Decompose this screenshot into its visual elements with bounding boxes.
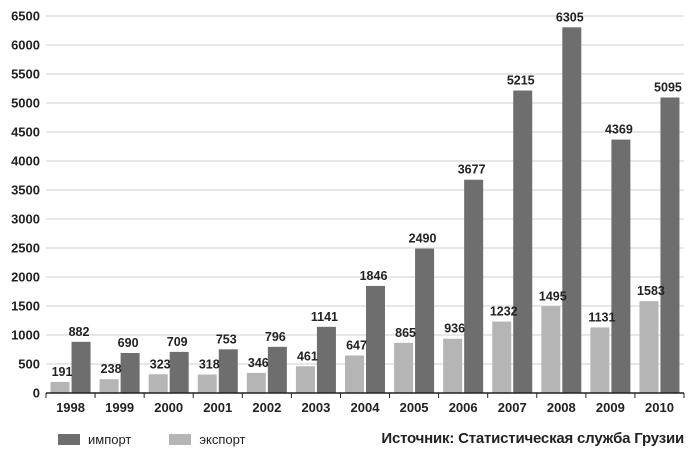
- data-label-import: 753: [216, 332, 237, 346]
- x-tick-label: 2008: [547, 400, 576, 415]
- data-label-export: 1131: [588, 310, 615, 324]
- y-tick-label: 3500: [11, 183, 40, 198]
- x-tick-label: 2002: [252, 400, 281, 415]
- x-tick-label: 1999: [105, 400, 134, 415]
- bar-import: [562, 27, 582, 394]
- y-tick-label: 6500: [11, 9, 40, 24]
- data-label-import: 709: [167, 335, 188, 349]
- bar-import: [71, 341, 91, 393]
- bar-import: [218, 349, 238, 393]
- bar-import: [120, 352, 140, 393]
- legend-label-export: экспорт: [199, 432, 246, 447]
- data-label-export: 647: [346, 338, 367, 352]
- data-label-import: 2490: [409, 232, 437, 246]
- legend: импорт экспорт: [58, 432, 284, 447]
- x-tick-label: 2010: [645, 400, 674, 415]
- bar-export: [590, 327, 610, 393]
- legend-item-export: экспорт: [169, 432, 246, 447]
- bar-export: [492, 321, 512, 393]
- data-label-import: 3677: [458, 163, 486, 177]
- x-tick-label: 2004: [351, 400, 381, 415]
- data-label-import: 5215: [507, 74, 535, 88]
- x-axis-ticks: 1998 1999 2000 2001 2002 2003 2004 2005 2006 2007…: [45, 393, 685, 415]
- y-tick-label: 4000: [11, 154, 40, 169]
- bar-import: [316, 326, 336, 393]
- y-tick-label: 6000: [11, 38, 40, 53]
- bar-export: [443, 338, 463, 393]
- data-label-export: 323: [150, 357, 171, 371]
- data-label-import: 1141: [311, 310, 338, 324]
- x-tick-label: 2006: [449, 400, 478, 415]
- data-label-import: 796: [265, 330, 286, 344]
- data-label-export: 461: [297, 349, 318, 363]
- y-tick-label: 0: [33, 386, 40, 401]
- bar-export: [197, 374, 217, 393]
- data-label-import: 1846: [360, 269, 388, 283]
- x-tick-label: 2005: [400, 400, 429, 415]
- bar-export: [50, 381, 70, 393]
- x-tick-label: 2007: [498, 400, 527, 415]
- bar-export: [148, 374, 168, 393]
- bar-export: [345, 355, 364, 393]
- bar-export: [99, 379, 119, 393]
- y-tick-label: 1000: [11, 328, 40, 343]
- bar-export: [394, 342, 414, 393]
- data-label-import: 4369: [605, 123, 633, 137]
- x-tick-label: 2001: [203, 400, 232, 415]
- data-label-export: 865: [395, 326, 416, 340]
- data-label-export: 936: [444, 322, 465, 336]
- data-label-import: 882: [69, 325, 90, 339]
- y-tick-label: 2500: [11, 241, 40, 256]
- data-label-export: 1583: [637, 284, 665, 298]
- data-label-export: 318: [199, 358, 220, 372]
- legend-label-import: импорт: [88, 432, 132, 447]
- bar-export: [246, 372, 266, 393]
- y-axis-ticks: 0 500 1000 1500 2000 2500 3000 3500 4000 4500 5000…: [11, 9, 40, 401]
- bar-export: [541, 306, 561, 393]
- data-label-import: 6305: [556, 10, 584, 24]
- bars: [50, 27, 680, 394]
- data-label-export: 238: [101, 362, 122, 376]
- data-label-export: 191: [52, 365, 73, 379]
- data-label-export: 1495: [539, 289, 567, 303]
- y-tick-label: 5000: [11, 96, 40, 111]
- data-label-export: 1232: [490, 305, 518, 319]
- x-tick-label: 2000: [154, 400, 183, 415]
- data-labels: 191 882 238 690 323 709 318 753 346 796 461 1141 647…: [52, 10, 682, 379]
- bar-import: [611, 139, 631, 393]
- y-tick-label: 3000: [11, 212, 40, 227]
- bar-export: [295, 366, 315, 393]
- data-label-import: 5095: [654, 80, 682, 94]
- export-swatch: [169, 434, 192, 445]
- x-tick-label: 2009: [596, 400, 625, 415]
- bar-import: [660, 97, 680, 394]
- y-tick-label: 1500: [11, 299, 40, 314]
- x-tick-label: 2003: [301, 400, 330, 415]
- bar-export: [639, 301, 659, 393]
- x-tick-label: 1998: [56, 400, 85, 415]
- y-tick-label: 500: [18, 357, 40, 372]
- data-label-import: 690: [118, 336, 139, 350]
- y-tick-label: 5500: [11, 67, 40, 82]
- source-note: Источник: Статистическая служба Грузии: [381, 430, 684, 447]
- bar-import: [464, 179, 484, 393]
- data-label-export: 346: [248, 356, 269, 370]
- bar-import: [366, 285, 385, 393]
- y-tick-label: 2000: [11, 270, 40, 285]
- import-swatch: [58, 434, 80, 445]
- bar-import: [267, 346, 287, 393]
- bar-import: [415, 248, 435, 393]
- legend-item-import: импорт: [58, 432, 131, 447]
- y-tick-label: 4500: [11, 125, 40, 140]
- bar-import: [513, 90, 533, 393]
- bar-import: [169, 351, 189, 393]
